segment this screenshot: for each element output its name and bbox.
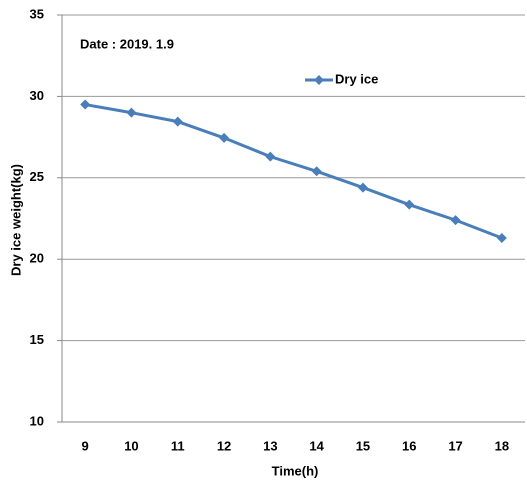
x-tick-label: 12	[217, 438, 231, 453]
y-tick-label: 25	[30, 169, 44, 184]
x-tick-label: 18	[495, 438, 509, 453]
annotation: Date : 2019. 1.9	[80, 36, 174, 51]
y-tick-label: 20	[30, 251, 44, 266]
marker	[80, 99, 91, 110]
marker	[126, 107, 137, 118]
y-tick-label: 15	[30, 332, 44, 347]
marker	[311, 166, 322, 177]
legend-marker	[314, 75, 324, 85]
x-tick-label: 17	[448, 438, 462, 453]
x-tick-label: 13	[263, 438, 277, 453]
x-axis-label: Time(h)	[272, 463, 319, 478]
marker	[404, 199, 415, 210]
x-tick-label: 9	[82, 438, 89, 453]
marker	[450, 215, 461, 226]
line	[84, 103, 503, 240]
y-tick-label: 35	[30, 6, 44, 21]
marker	[496, 233, 507, 244]
marker	[265, 151, 276, 162]
y-axis-label: Dry ice weight(kg)	[8, 164, 23, 276]
x-tick-label: 15	[356, 438, 370, 453]
marker	[219, 132, 230, 143]
y-tick-label: 30	[30, 88, 44, 103]
x-tick-label: 14	[309, 438, 324, 453]
marker	[172, 116, 183, 127]
y-tick-label: 10	[30, 413, 44, 428]
x-tick-label: 11	[171, 438, 185, 453]
legend-label: Dry ice	[335, 71, 378, 86]
x-tick-label: 10	[124, 438, 138, 453]
marker	[357, 182, 368, 193]
x-tick-label: 16	[402, 438, 416, 453]
